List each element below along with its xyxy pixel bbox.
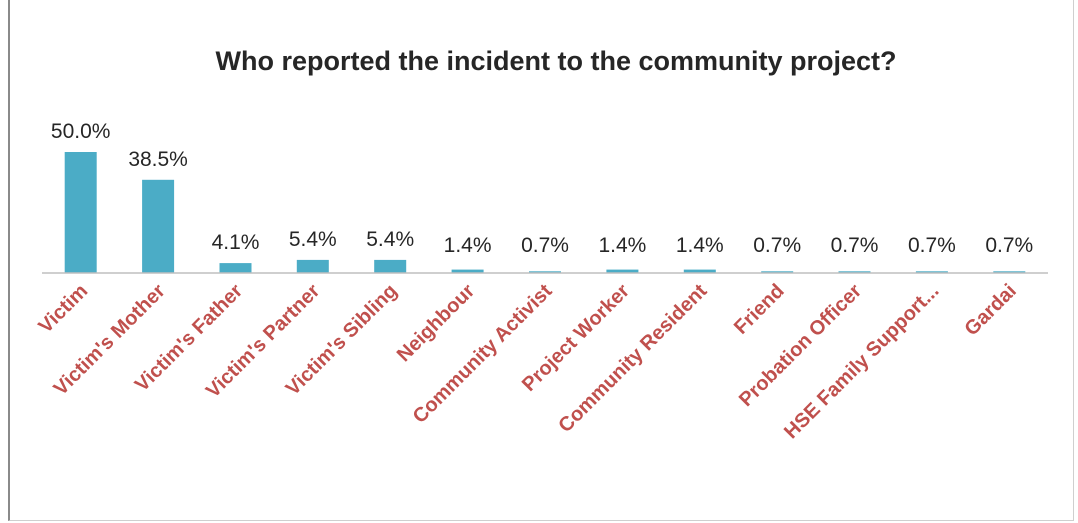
value-label-4: 5.4%: [366, 228, 414, 251]
category-label-9: Friend: [730, 280, 789, 339]
category-label-6: Community Activist: [409, 280, 557, 428]
chart-title: Who reported the incident to the communi…: [215, 46, 896, 76]
value-label-7: 1.4%: [598, 234, 646, 257]
value-label-9: 0.7%: [753, 234, 801, 257]
category-label-8: Community Resident: [554, 280, 711, 437]
value-label-6: 0.7%: [521, 234, 569, 257]
bar-12: [993, 271, 1026, 273]
value-label-1: 38.5%: [128, 148, 188, 171]
value-label-0: 50.0%: [51, 120, 111, 143]
bar-1: [142, 179, 175, 273]
bar-2: [219, 263, 252, 273]
category-label-0: Victim: [34, 280, 92, 338]
value-label-12: 0.7%: [985, 234, 1033, 257]
value-label-3: 5.4%: [289, 228, 337, 251]
value-label-10: 0.7%: [831, 234, 879, 257]
bar-4: [374, 259, 407, 273]
value-label-8: 1.4%: [676, 234, 724, 257]
value-label-2: 4.1%: [212, 231, 260, 254]
category-label-12: Gardai: [960, 280, 1020, 340]
bar-3: [296, 259, 329, 273]
bar-6: [529, 271, 561, 273]
bar-7: [606, 269, 639, 273]
bar-0: [64, 152, 97, 273]
category-label-11: HSE Family Support...: [780, 280, 943, 443]
bar-11: [915, 271, 948, 273]
bar-8: [683, 269, 716, 273]
value-label-11: 0.7%: [908, 234, 956, 257]
bar-10: [838, 271, 871, 273]
chart-frame: [8, 0, 1074, 521]
bar-9: [761, 271, 794, 273]
bar-5: [451, 269, 484, 273]
value-label-5: 1.4%: [444, 234, 492, 257]
